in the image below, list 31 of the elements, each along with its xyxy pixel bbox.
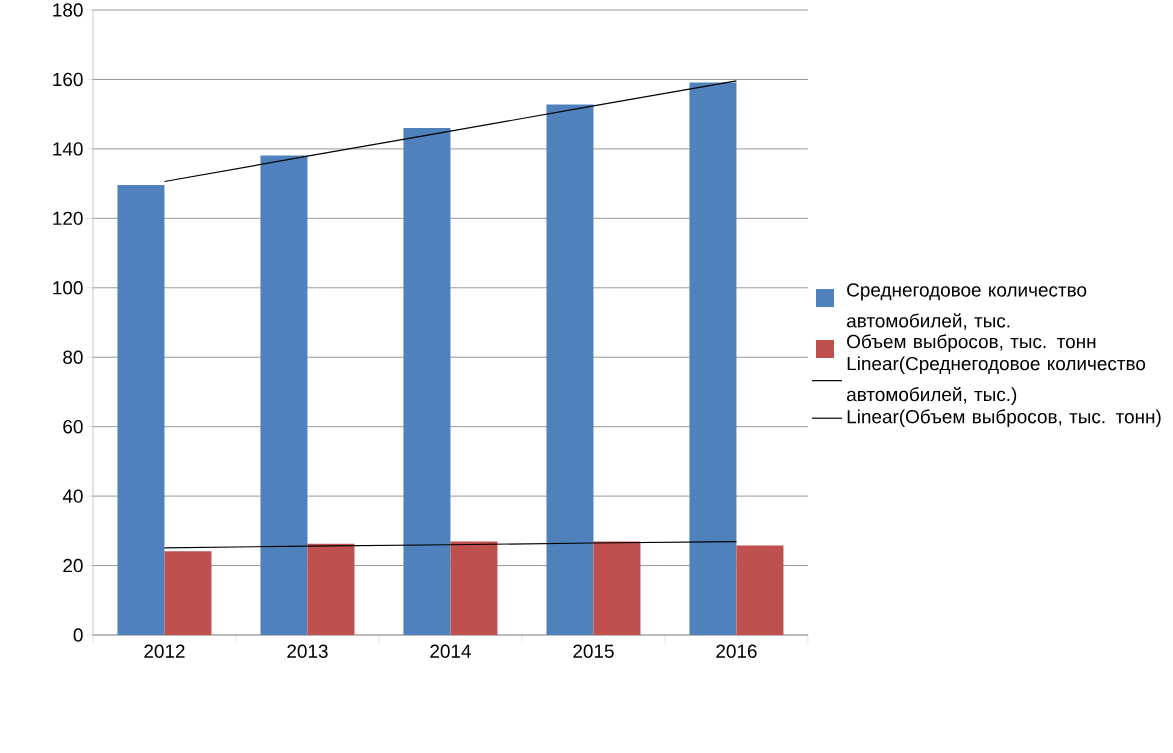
bar — [689, 82, 737, 635]
y-tick-label: 20 — [63, 558, 83, 573]
bar — [307, 543, 355, 635]
bar — [117, 184, 165, 635]
y-tick-label: 60 — [63, 419, 83, 434]
bar — [450, 541, 498, 635]
bar — [546, 104, 594, 635]
y-tick-label: 100 — [53, 281, 83, 295]
x-tick-label: 2012 — [144, 644, 185, 658]
bar — [736, 545, 784, 635]
x-tick-label: 2015 — [573, 644, 614, 658]
x-tick-label: 2016 — [716, 644, 757, 658]
legend-label: Linear(Объем выбросов, тыс. тонн) — [847, 409, 1161, 428]
y-tick-label: 180 — [53, 3, 83, 17]
y-tick-label: 0 — [73, 628, 83, 642]
bar — [260, 155, 308, 635]
y-tick-label: 80 — [63, 350, 83, 364]
x-tick-label: 2013 — [287, 644, 328, 658]
legend-label: Объем выбросов, тыс. тонн — [847, 334, 1096, 352]
y-tick-label: 40 — [62, 489, 83, 503]
x-tick-label: 2014 — [430, 644, 471, 658]
y-tick-label: 120 — [53, 211, 83, 226]
bar — [403, 128, 451, 635]
bar — [164, 551, 212, 635]
bar — [593, 541, 641, 635]
line-series — [163, 80, 738, 183]
legend-label: Среднегодовое количество автомобилей, тыс. — [847, 283, 1087, 330]
line-series — [163, 540, 738, 549]
y-tick-label: 160 — [53, 72, 83, 87]
legend-label: Linear(Среднегодовое количество автомобилей, тыс.) — [847, 356, 1146, 405]
y-tick-label: 140 — [53, 142, 83, 156]
